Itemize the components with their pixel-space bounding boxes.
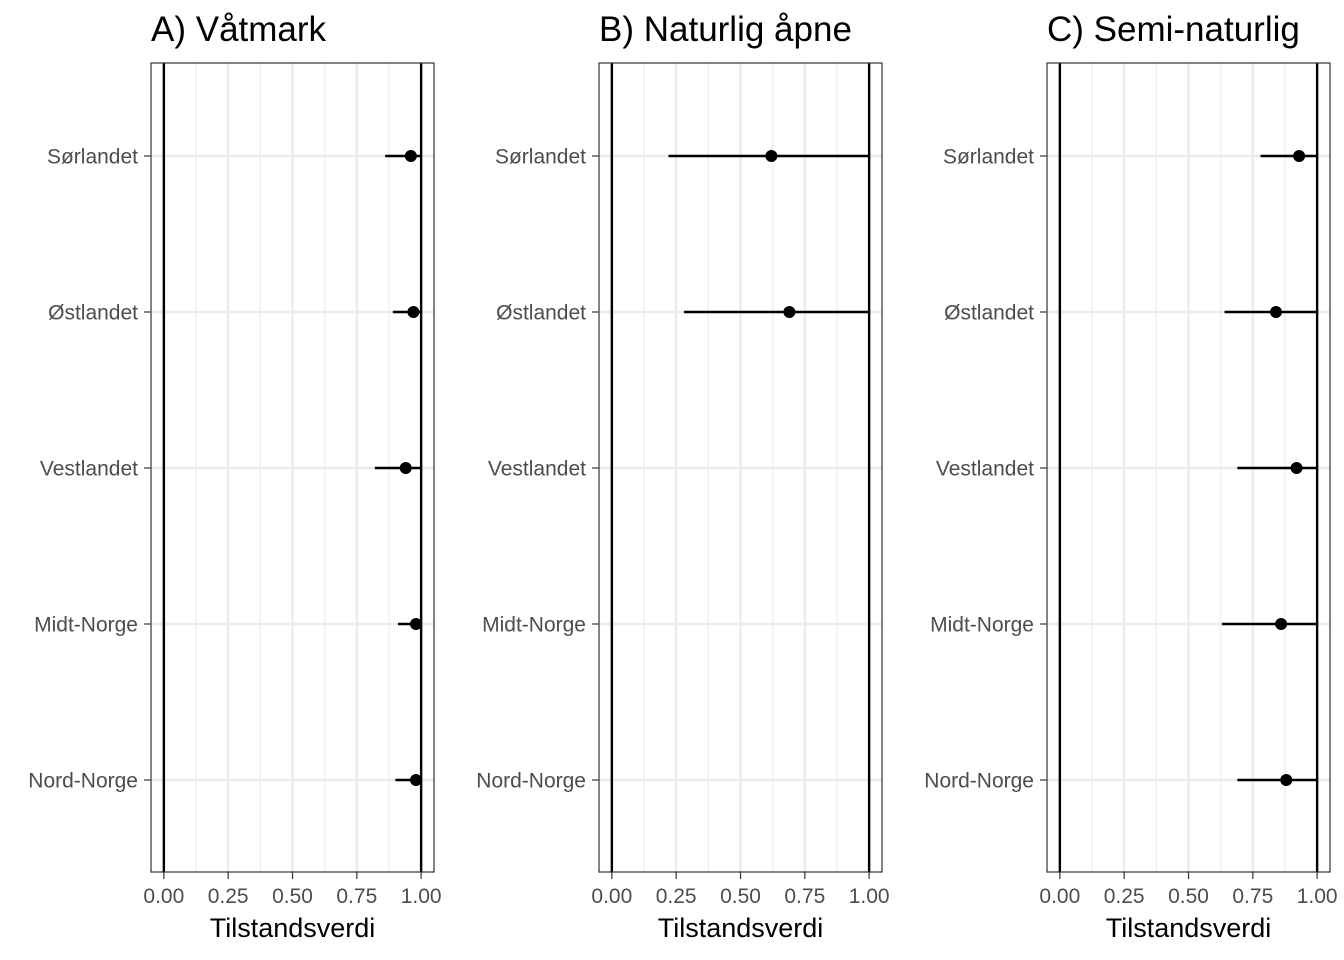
panel-2-category-label: Nord-Norge: [924, 770, 1034, 793]
panel-2-category-label: Midt-Norge: [930, 614, 1034, 637]
panel-2-x-tick-label: 1.00: [1297, 885, 1338, 908]
panel-1-category-label: Midt-Norge: [482, 614, 586, 637]
panel-1-x-tick-label: 0.50: [720, 885, 761, 908]
panel-2-x-axis-title: Tilstandsverdi: [1106, 913, 1272, 943]
panel-2-x-tick-label: 0.25: [1104, 885, 1145, 908]
panel-0-title: A) Våtmark: [151, 10, 327, 49]
panel-1-point: [765, 150, 778, 162]
panel-2-point: [1269, 306, 1282, 318]
panel-0-point: [407, 306, 420, 318]
panel-0-x-tick-label: 1.00: [401, 885, 442, 908]
panel-0-category-label: Sørlandet: [47, 146, 138, 169]
panel-0-x-axis-title: Tilstandsverdi: [210, 913, 376, 943]
panel-0-x-tick-label: 0.75: [336, 885, 377, 908]
panel-2-x-tick-label: 0.00: [1039, 885, 1080, 908]
panel-1-x-tick-label: 1.00: [849, 885, 890, 908]
panel-0-x-tick-label: 0.25: [208, 885, 249, 908]
panel-c: C) Semi-naturlig Sørlandet Østlandet Vestla…: [924, 10, 1337, 943]
panel-1-x-tick-label: 0.75: [784, 885, 825, 908]
panel-0-category-label: Østlandet: [48, 302, 138, 325]
panel-2-point: [1280, 774, 1293, 786]
panel-0-point: [409, 618, 422, 630]
panel-2-category-label: Østlandet: [944, 302, 1034, 325]
panel-2-x-tick-label: 0.50: [1168, 885, 1209, 908]
panel-1-title: B) Naturlig åpne: [599, 10, 852, 49]
panel-0-point: [404, 150, 417, 162]
panel-2-point: [1293, 150, 1306, 162]
panel-2-point: [1275, 618, 1288, 630]
panel-b: B) Naturlig åpne Sørlandet Østlandet Vestla…: [476, 10, 889, 943]
panel-2-category-label: Vestlandet: [936, 458, 1034, 481]
panel-1-point: [783, 306, 796, 318]
panel-1-x-axis-title: Tilstandsverdi: [658, 913, 824, 943]
panel-0-x-tick-label: 0.50: [272, 885, 313, 908]
panel-0-category-label: Midt-Norge: [34, 614, 138, 637]
panel-0-point: [409, 774, 422, 786]
panel-0-category-label: Vestlandet: [40, 458, 138, 481]
panel-1-category-label: Østlandet: [496, 302, 586, 325]
panel-2-title: C) Semi-naturlig: [1047, 10, 1300, 49]
panel-2-category-label: Sørlandet: [943, 146, 1034, 169]
panel-1-x-tick-label: 0.00: [591, 885, 632, 908]
panel-0-x-tick-label: 0.00: [143, 885, 184, 908]
panel-2-x-tick-label: 0.75: [1232, 885, 1273, 908]
panel-2-point: [1290, 462, 1303, 474]
panel-1-category-label: Vestlandet: [488, 458, 586, 481]
panel-1-category-label: Sørlandet: [495, 146, 586, 169]
panel-1-category-label: Nord-Norge: [476, 770, 586, 793]
panel-0-category-label: Nord-Norge: [28, 770, 138, 793]
panel-0-point: [399, 462, 412, 474]
panel-1-x-tick-label: 0.25: [656, 885, 697, 908]
panel-a: A) Våtmark Sørlandet Østlandet Vestlandet Mi…: [28, 10, 441, 943]
